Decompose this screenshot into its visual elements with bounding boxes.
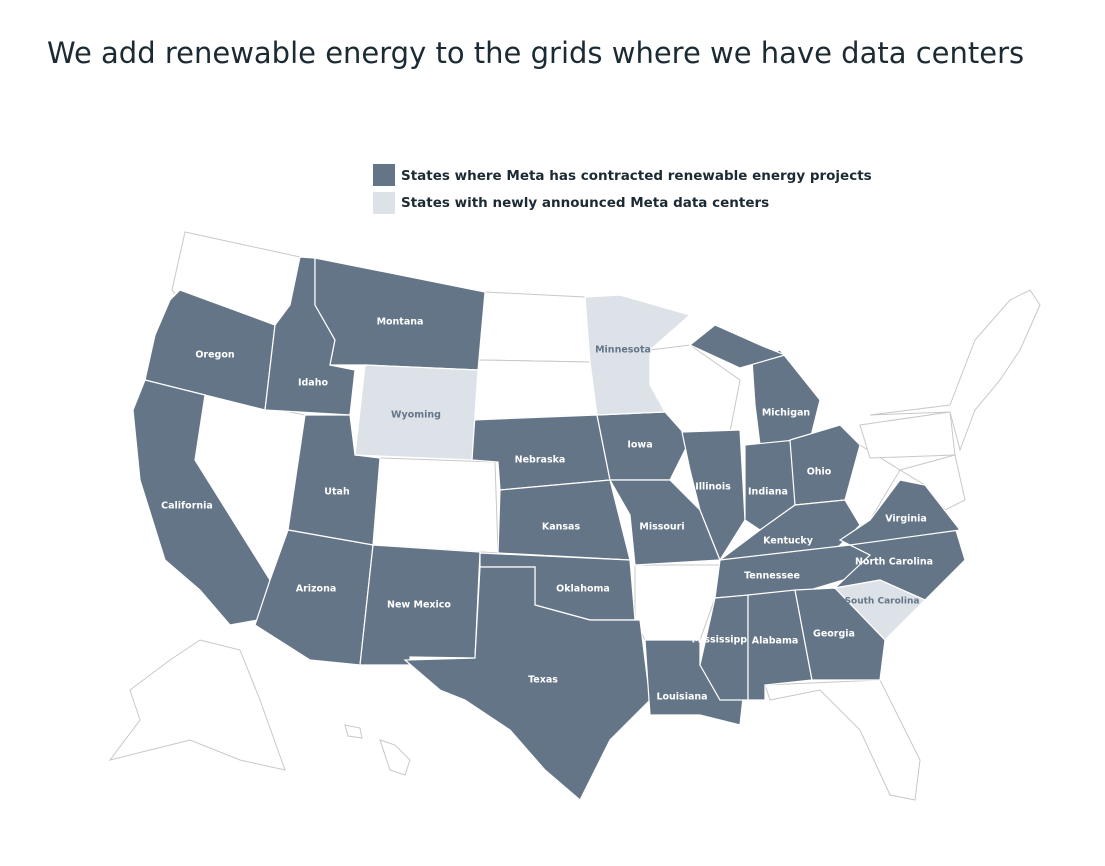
state-label: Oklahoma (556, 584, 610, 595)
state-label: Ohio (807, 467, 832, 478)
state-shape (869, 289, 1041, 452)
state-shape (314, 257, 486, 371)
state-shape (789, 424, 861, 506)
state-shape (584, 294, 692, 416)
state-shape (764, 679, 921, 801)
hawaii-shape (379, 739, 411, 776)
state-label: North Carolina (855, 557, 933, 568)
state-shape (751, 349, 821, 446)
state-shape (859, 411, 956, 459)
page-title: We add renewable energy to the grids whe… (47, 36, 1025, 70)
state-label: Illinois (695, 482, 731, 493)
state-label: Oregon (195, 350, 235, 361)
state-shape (688, 324, 787, 369)
state-shape (644, 639, 746, 726)
state-label: Kentucky (763, 536, 814, 547)
state-label: Montana (377, 317, 424, 328)
state-shape (794, 587, 886, 681)
state-label: Nebraska (515, 455, 566, 466)
state-label: South Carolina (845, 597, 920, 607)
state-label: Missouri (639, 522, 684, 533)
state-label: Utah (324, 487, 350, 498)
alaska-shape (108, 639, 286, 771)
state-shape (471, 359, 598, 421)
state-shape (372, 457, 499, 554)
state-shape (699, 594, 749, 701)
state-label: Michigan (762, 408, 811, 419)
state-shape (477, 291, 591, 363)
state-label: Louisiana (656, 692, 707, 703)
hawaii-shape (344, 724, 363, 739)
state-label: Iowa (627, 440, 652, 451)
state-label: Arizona (296, 584, 337, 595)
state-label: Georgia (813, 629, 855, 640)
state-label: Wyoming (391, 410, 441, 421)
state-label: Texas (528, 675, 558, 686)
state-shape (833, 579, 927, 641)
state-shape (359, 544, 481, 666)
legend-label: States with newly announced Meta data ce… (401, 195, 769, 211)
state-shape (838, 479, 962, 546)
state-shape (403, 566, 651, 801)
legend-swatch (373, 164, 395, 186)
legend-label: States where Meta has contracted renewab… (401, 168, 872, 184)
state-label: Minnesota (595, 345, 651, 356)
state-label: Idaho (298, 378, 329, 389)
state-shape (354, 364, 479, 461)
state-shape (898, 454, 966, 511)
states: Oregon California Idaho Montana Utah Ari… (132, 256, 966, 801)
state-shape (497, 479, 631, 561)
state-label: Alabama (752, 636, 799, 647)
other-states (108, 231, 1041, 801)
legend-swatch (373, 192, 395, 214)
state-label: Mississippi (692, 635, 751, 646)
state-shape (132, 379, 271, 626)
state-label: Virginia (885, 514, 927, 525)
state-label: Indiana (748, 487, 788, 498)
state-label: New Mexico (387, 600, 451, 611)
state-label: Tennessee (744, 571, 800, 582)
state-shape (634, 564, 721, 641)
state-label: California (161, 501, 213, 512)
state-label: Kansas (542, 522, 581, 533)
